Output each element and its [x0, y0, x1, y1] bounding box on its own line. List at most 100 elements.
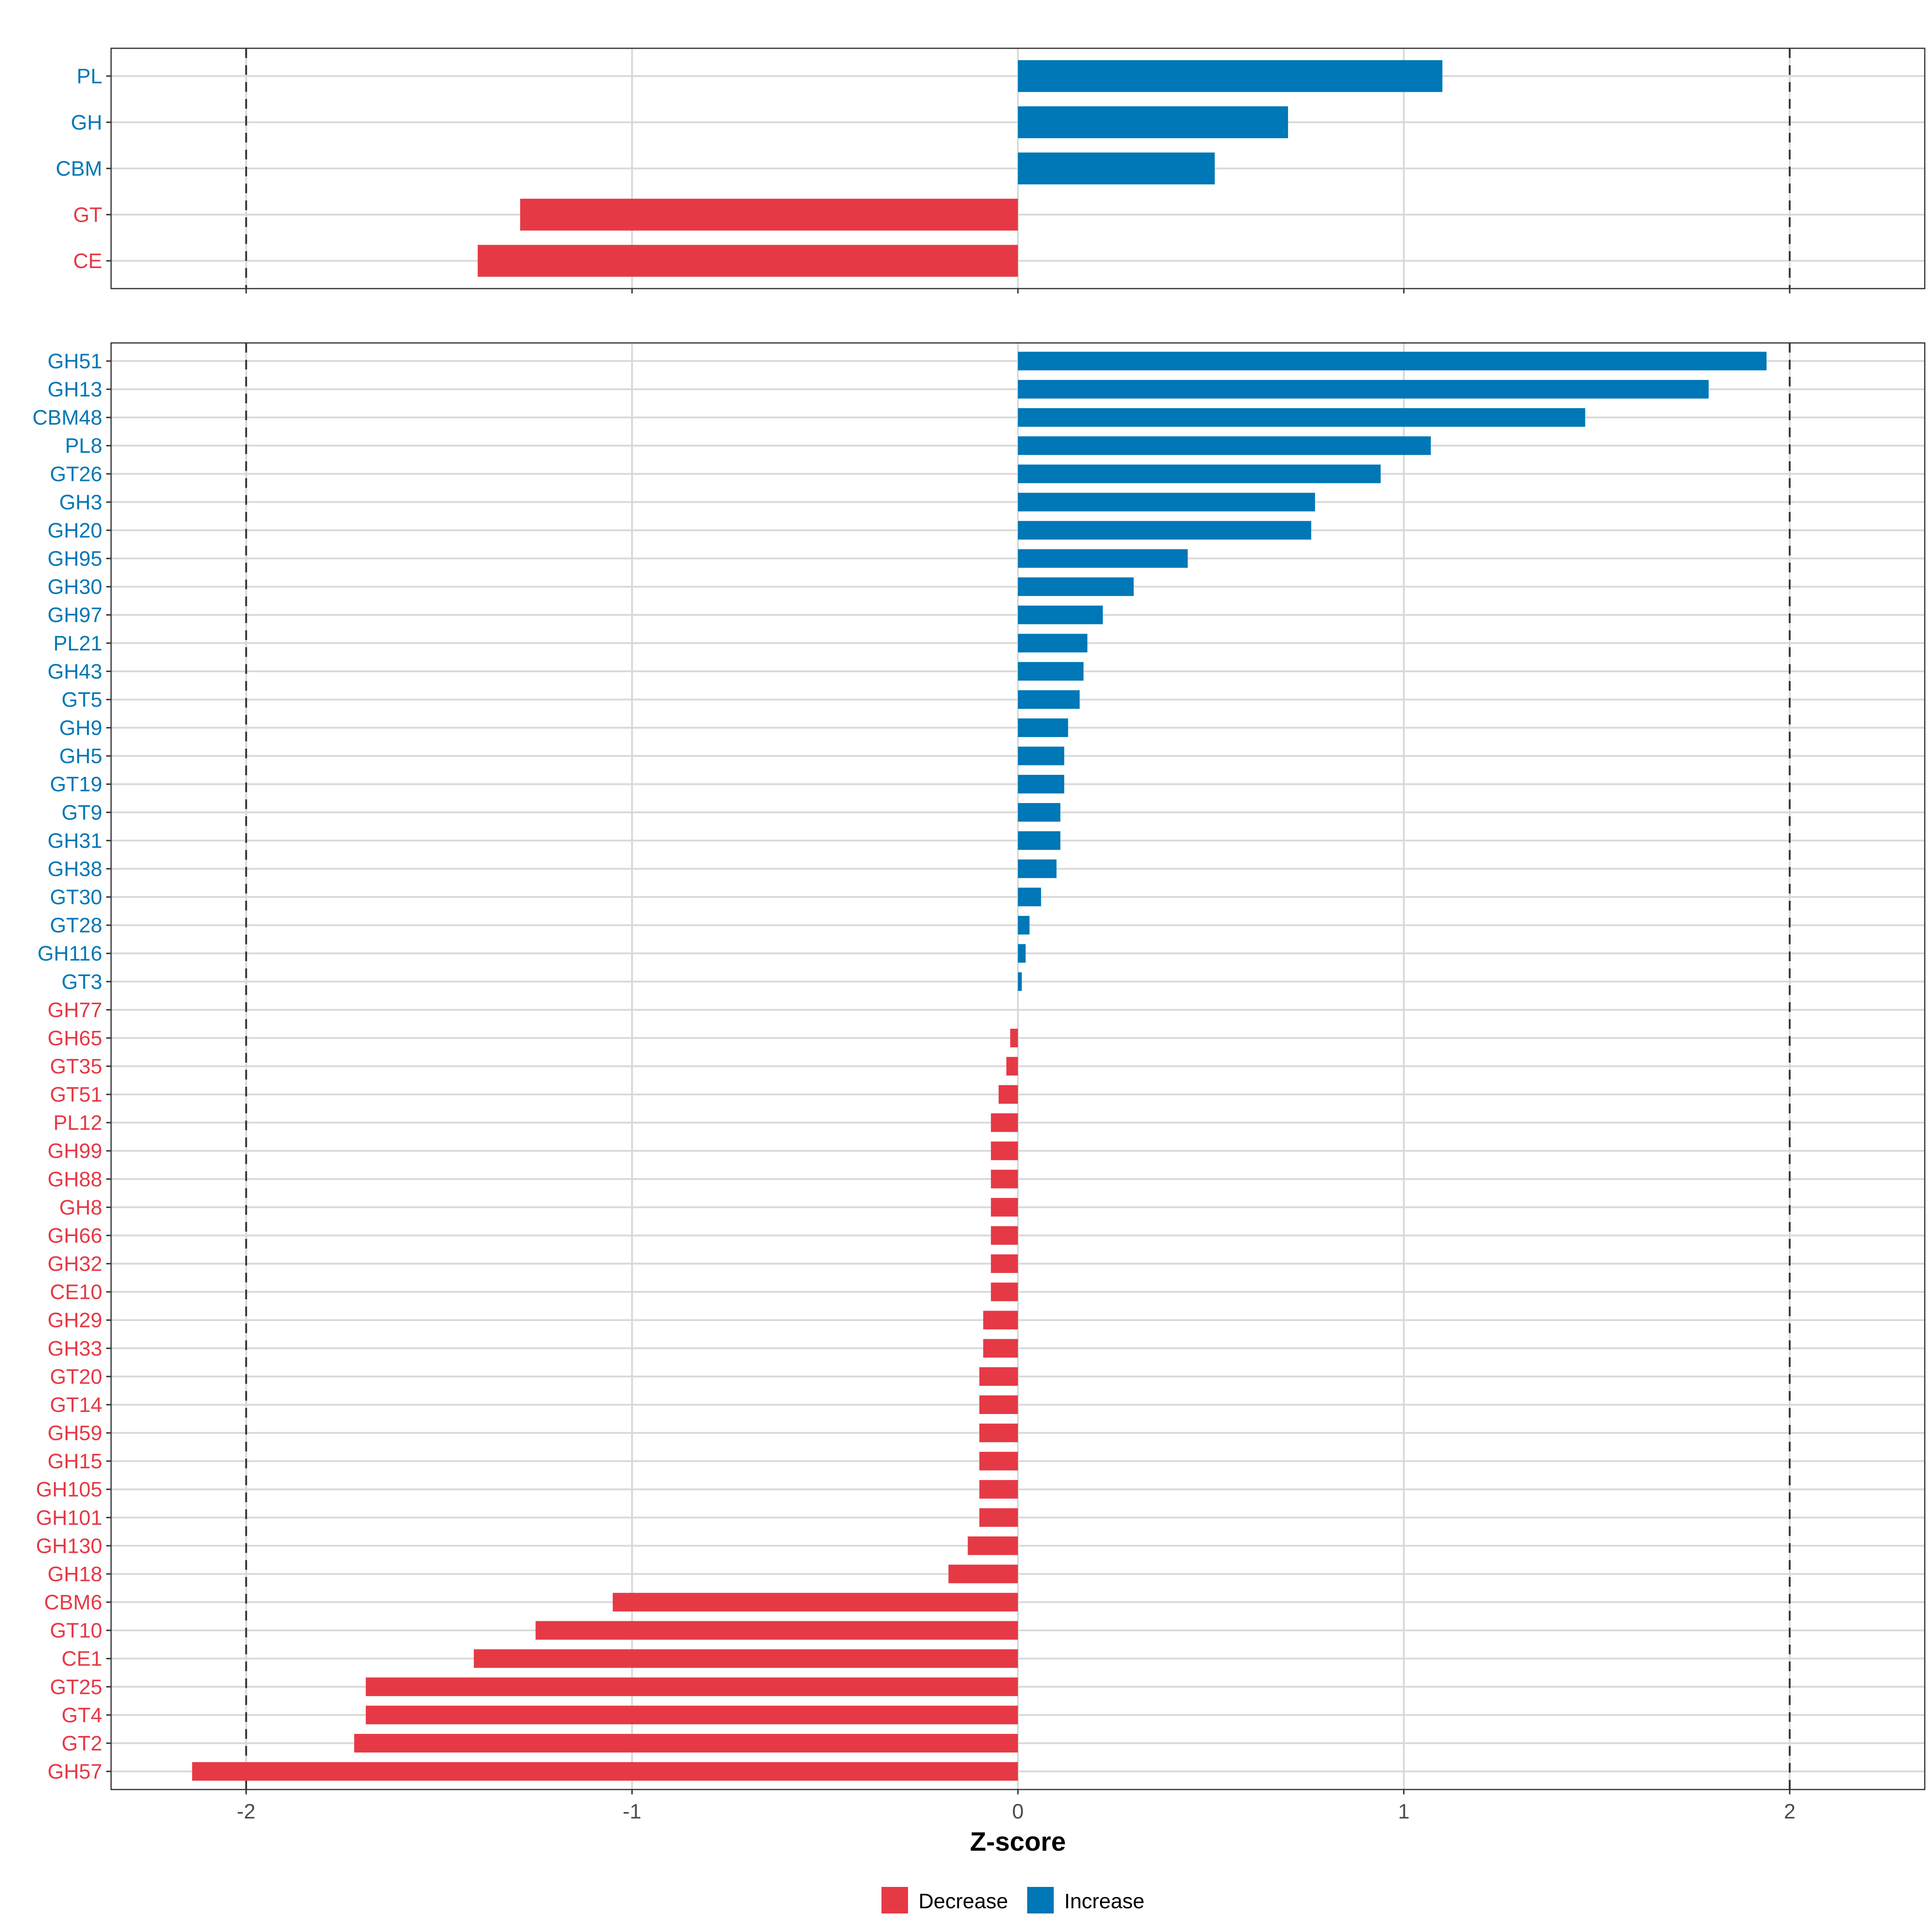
- families-bar-gh38: [1018, 859, 1057, 878]
- families-bar-gh57: [192, 1762, 1018, 1781]
- families-bar-gh88: [991, 1170, 1018, 1189]
- families-bar-cbm48: [1018, 408, 1585, 427]
- families-bar-gh105: [979, 1480, 1018, 1499]
- families-category-label-gh77: GH77: [47, 999, 102, 1022]
- families-category-label-gh38: GH38: [47, 857, 102, 881]
- x-axis: -2 -1 0 1 2: [237, 289, 1796, 1823]
- families-category-label-gt4: GT4: [62, 1704, 102, 1727]
- families-category-label-gh31: GH31: [47, 829, 102, 852]
- families-bar-ce10: [991, 1282, 1018, 1301]
- families-category-label-pl21: PL21: [54, 632, 102, 655]
- families-bar-gh20: [1018, 521, 1311, 540]
- families-category-label-gt25: GT25: [50, 1676, 102, 1699]
- families-category-label-gh130: GH130: [36, 1534, 102, 1558]
- families-bar-pl12: [991, 1113, 1018, 1132]
- families-category-label-ce10: CE10: [50, 1281, 102, 1304]
- families-bar-gh130: [968, 1536, 1018, 1555]
- families-bar-gh32: [991, 1254, 1018, 1273]
- families-panel: GH51 GH13 CBM48 PL8 GT26 GH3 GH20 GH95 GH30 GH97 P…: [33, 342, 1926, 1790]
- families-category-label-gh66: GH66: [47, 1224, 102, 1247]
- families-bar-gt10: [535, 1621, 1018, 1640]
- families-category-label-gt51: GT51: [50, 1083, 102, 1106]
- families-category-label-gh20: GH20: [47, 519, 102, 542]
- families-bar-gh43: [1018, 662, 1084, 681]
- families-bar-gh51: [1018, 351, 1767, 371]
- summary-category-label-ce: CE: [73, 250, 102, 273]
- families-category-label-gt30: GT30: [50, 886, 102, 909]
- families-bar-gt30: [1018, 888, 1041, 906]
- summary-bar-pl: [1018, 60, 1443, 92]
- families-bar-gt28: [1018, 916, 1030, 935]
- families-bar-gh101: [979, 1508, 1018, 1527]
- x-tick-label: -1: [623, 1800, 641, 1823]
- families-bar-gh8: [991, 1198, 1018, 1217]
- families-bar-gt2: [354, 1734, 1018, 1753]
- families-bar-gt14: [979, 1395, 1018, 1414]
- families-category-label-gh105: GH105: [36, 1478, 102, 1501]
- families-category-label-gt10: GT10: [50, 1619, 102, 1643]
- legend-swatch-decrease: [881, 1887, 908, 1913]
- families-category-label-gh13: GH13: [47, 378, 102, 401]
- summary-bar-gh: [1018, 106, 1288, 138]
- families-category-label-gh88: GH88: [47, 1168, 102, 1191]
- families-category-label-gt20: GT20: [50, 1365, 102, 1389]
- families-category-label-gh30: GH30: [47, 576, 102, 599]
- families-bar-gt5: [1018, 690, 1080, 709]
- families-category-label-gh95: GH95: [47, 547, 102, 571]
- families-bar-gt20: [979, 1367, 1018, 1386]
- families-category-label-gh101: GH101: [36, 1506, 102, 1530]
- families-category-label-gt19: GT19: [50, 773, 102, 796]
- families-bar-gh3: [1018, 493, 1315, 512]
- families-category-label-cbm6: CBM6: [44, 1591, 102, 1614]
- x-tick-label: -2: [237, 1800, 255, 1823]
- families-bar-gh33: [983, 1339, 1018, 1358]
- families-bar-pl8: [1018, 436, 1431, 455]
- families-bar-gt35: [1006, 1057, 1018, 1076]
- summary-panel: PL GH CBM GT CE: [56, 47, 1926, 289]
- families-bar-gh18: [948, 1565, 1018, 1583]
- x-axis-title: Z-score: [970, 1827, 1066, 1856]
- families-bar-gh95: [1018, 549, 1188, 568]
- families-category-label-gt5: GT5: [62, 688, 102, 712]
- families-category-label-gt28: GT28: [50, 914, 102, 937]
- families-bar-gh5: [1018, 746, 1065, 766]
- x-tick-label: 2: [1784, 1800, 1796, 1823]
- families-category-label-gh43: GH43: [47, 660, 102, 683]
- legend-label-increase: Increase: [1064, 1890, 1144, 1913]
- families-category-label-gh3: GH3: [59, 491, 102, 514]
- families-category-label-gh51: GH51: [47, 350, 102, 373]
- families-category-label-gh18: GH18: [47, 1563, 102, 1586]
- families-category-label-gh29: GH29: [47, 1309, 102, 1332]
- families-bar-gh15: [979, 1451, 1018, 1471]
- families-bar-cbm6: [613, 1593, 1018, 1612]
- families-category-label-gh5: GH5: [59, 745, 102, 768]
- summary-category-label-pl: PL: [76, 65, 102, 88]
- legend-label-decrease: Decrease: [919, 1890, 1008, 1913]
- families-category-label-gh57: GH57: [47, 1760, 102, 1783]
- families-bar-pl21: [1018, 634, 1088, 652]
- families-bar-gh66: [991, 1226, 1018, 1245]
- families-category-label-gt2: GT2: [62, 1732, 102, 1755]
- families-category-label-pl8: PL8: [65, 434, 102, 458]
- families-bar-gh13: [1018, 380, 1709, 399]
- families-category-label-gh99: GH99: [47, 1139, 102, 1163]
- legend-swatch-increase: [1027, 1887, 1054, 1913]
- families-bar-gh9: [1018, 718, 1068, 737]
- families-bar-gh97: [1018, 605, 1103, 624]
- families-category-label-gh116: GH116: [37, 942, 102, 966]
- families-category-label-cbm48: CBM48: [33, 406, 102, 429]
- families-bar-gh29: [983, 1311, 1018, 1329]
- summary-bar-cbm: [1018, 152, 1215, 185]
- families-category-label-ce1: CE1: [62, 1647, 102, 1671]
- families-bar-gt25: [365, 1677, 1018, 1696]
- families-bar-gh59: [979, 1423, 1018, 1443]
- families-bar-gt3: [1018, 972, 1022, 991]
- x-tick-label: 1: [1398, 1800, 1410, 1823]
- summary-bar-gt: [520, 198, 1018, 231]
- summary-bar-ce: [477, 245, 1018, 277]
- families-category-label-gh9: GH9: [59, 716, 102, 740]
- families-bar-gh99: [991, 1141, 1018, 1160]
- families-bar-gt26: [1018, 464, 1381, 483]
